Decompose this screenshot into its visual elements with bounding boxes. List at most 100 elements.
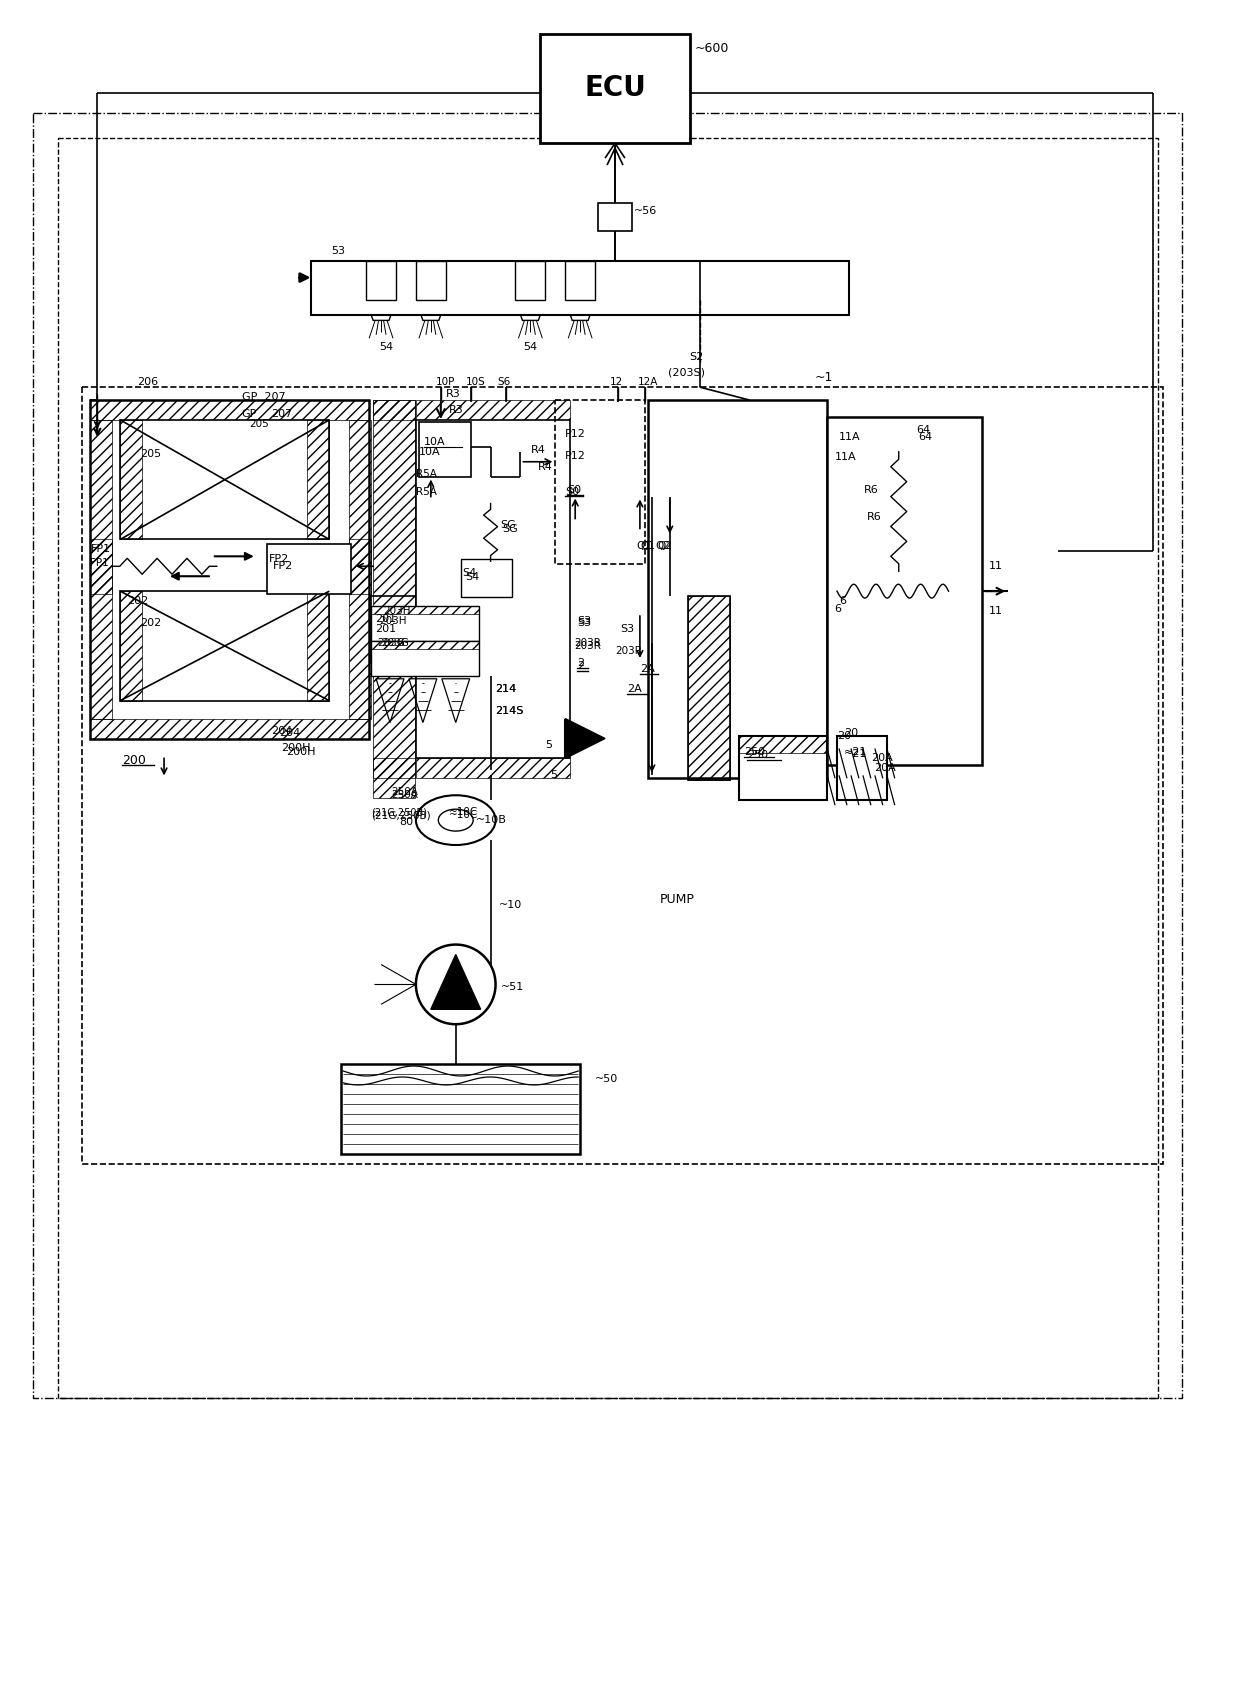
Bar <box>311 260 849 315</box>
Text: 203R: 203R <box>615 646 642 657</box>
Text: 11: 11 <box>988 561 1002 572</box>
Text: 214: 214 <box>496 684 517 694</box>
Bar <box>366 260 396 301</box>
Ellipse shape <box>415 796 496 845</box>
Text: SG: SG <box>502 524 518 534</box>
Text: 214: 214 <box>496 684 517 694</box>
Bar <box>373 759 415 779</box>
Bar <box>415 400 570 420</box>
Text: 53: 53 <box>331 245 345 255</box>
Text: (21G,250B): (21G,250B) <box>371 810 430 820</box>
Bar <box>739 735 827 799</box>
Text: Q2: Q2 <box>658 541 673 551</box>
Text: 54: 54 <box>523 342 537 352</box>
Bar <box>647 400 827 779</box>
Text: ~600: ~600 <box>694 43 729 54</box>
Text: 204: 204 <box>272 726 293 735</box>
Text: S3: S3 <box>577 617 591 628</box>
Text: 202: 202 <box>128 595 149 606</box>
Text: 205: 205 <box>249 418 269 429</box>
Text: 6: 6 <box>839 595 846 606</box>
Bar <box>647 759 827 779</box>
Bar <box>91 400 370 420</box>
Text: (203S): (203S) <box>668 367 704 378</box>
Text: ~50: ~50 <box>595 1073 619 1084</box>
Text: P12: P12 <box>565 451 587 461</box>
Text: ~56: ~56 <box>634 206 657 216</box>
Text: 207: 207 <box>272 408 293 418</box>
Text: 20: 20 <box>844 728 858 738</box>
Text: FP2: FP2 <box>273 561 293 572</box>
Bar <box>647 400 827 420</box>
Bar <box>415 759 570 779</box>
Text: R5A: R5A <box>415 469 436 478</box>
Bar <box>373 400 415 798</box>
Bar <box>827 417 851 765</box>
Bar <box>91 420 113 718</box>
Text: 200H: 200H <box>281 743 311 754</box>
Bar <box>91 400 370 738</box>
Text: 10A: 10A <box>424 437 445 447</box>
Text: ~10C: ~10C <box>449 808 479 816</box>
Bar <box>371 641 479 648</box>
Bar <box>371 641 479 675</box>
Text: S4: S4 <box>466 572 480 582</box>
Text: 2A: 2A <box>640 663 655 674</box>
Text: 202: 202 <box>140 617 161 628</box>
Bar <box>959 417 982 765</box>
Text: 5: 5 <box>546 740 552 750</box>
Bar <box>827 417 982 765</box>
Text: 203G: 203G <box>377 638 405 648</box>
Text: 54: 54 <box>379 342 393 352</box>
Text: 64: 64 <box>919 432 932 442</box>
Text: ~1: ~1 <box>815 371 832 384</box>
Text: S4: S4 <box>463 568 477 578</box>
Text: 203H: 203H <box>379 616 407 626</box>
Text: 11: 11 <box>988 606 1002 616</box>
Text: ECU: ECU <box>584 75 646 102</box>
Text: R4: R4 <box>531 444 546 454</box>
Bar <box>688 595 729 781</box>
Text: 64: 64 <box>916 425 931 435</box>
Bar <box>82 388 1163 1163</box>
Bar <box>350 420 371 718</box>
Text: S2: S2 <box>689 352 704 362</box>
Text: 201: 201 <box>376 614 397 624</box>
Bar <box>120 420 143 539</box>
Bar <box>688 595 729 781</box>
Text: S6: S6 <box>497 378 511 388</box>
Bar <box>267 544 351 594</box>
Text: 10A: 10A <box>419 447 440 458</box>
Text: 20: 20 <box>837 730 851 740</box>
Bar <box>415 260 446 301</box>
Bar <box>57 138 1158 1398</box>
Text: 10P: 10P <box>435 378 455 388</box>
Text: 20A: 20A <box>870 754 893 764</box>
Text: R3: R3 <box>446 390 460 400</box>
Text: R4: R4 <box>538 461 553 471</box>
Polygon shape <box>565 301 595 320</box>
Text: R6: R6 <box>864 485 879 495</box>
Text: S0: S0 <box>567 485 582 495</box>
Bar <box>371 595 476 662</box>
Text: 200: 200 <box>123 754 146 767</box>
Polygon shape <box>366 301 396 320</box>
Polygon shape <box>430 954 481 1009</box>
Text: R5A: R5A <box>415 486 436 497</box>
Bar <box>350 539 371 594</box>
Text: 250A: 250A <box>391 791 418 799</box>
Bar <box>373 400 415 420</box>
Bar <box>371 606 479 614</box>
Text: S3: S3 <box>577 616 591 626</box>
Text: ~10: ~10 <box>498 900 522 910</box>
Text: 201: 201 <box>376 624 397 634</box>
Text: 20A: 20A <box>874 764 895 774</box>
Text: Q1: Q1 <box>636 541 651 551</box>
Text: S3: S3 <box>620 624 634 634</box>
Text: 214S: 214S <box>496 706 525 716</box>
Text: R6: R6 <box>867 512 882 522</box>
Ellipse shape <box>438 810 474 832</box>
Text: 203H: 203H <box>383 606 410 616</box>
Text: ~51: ~51 <box>501 983 523 992</box>
Text: SG: SG <box>501 521 516 531</box>
